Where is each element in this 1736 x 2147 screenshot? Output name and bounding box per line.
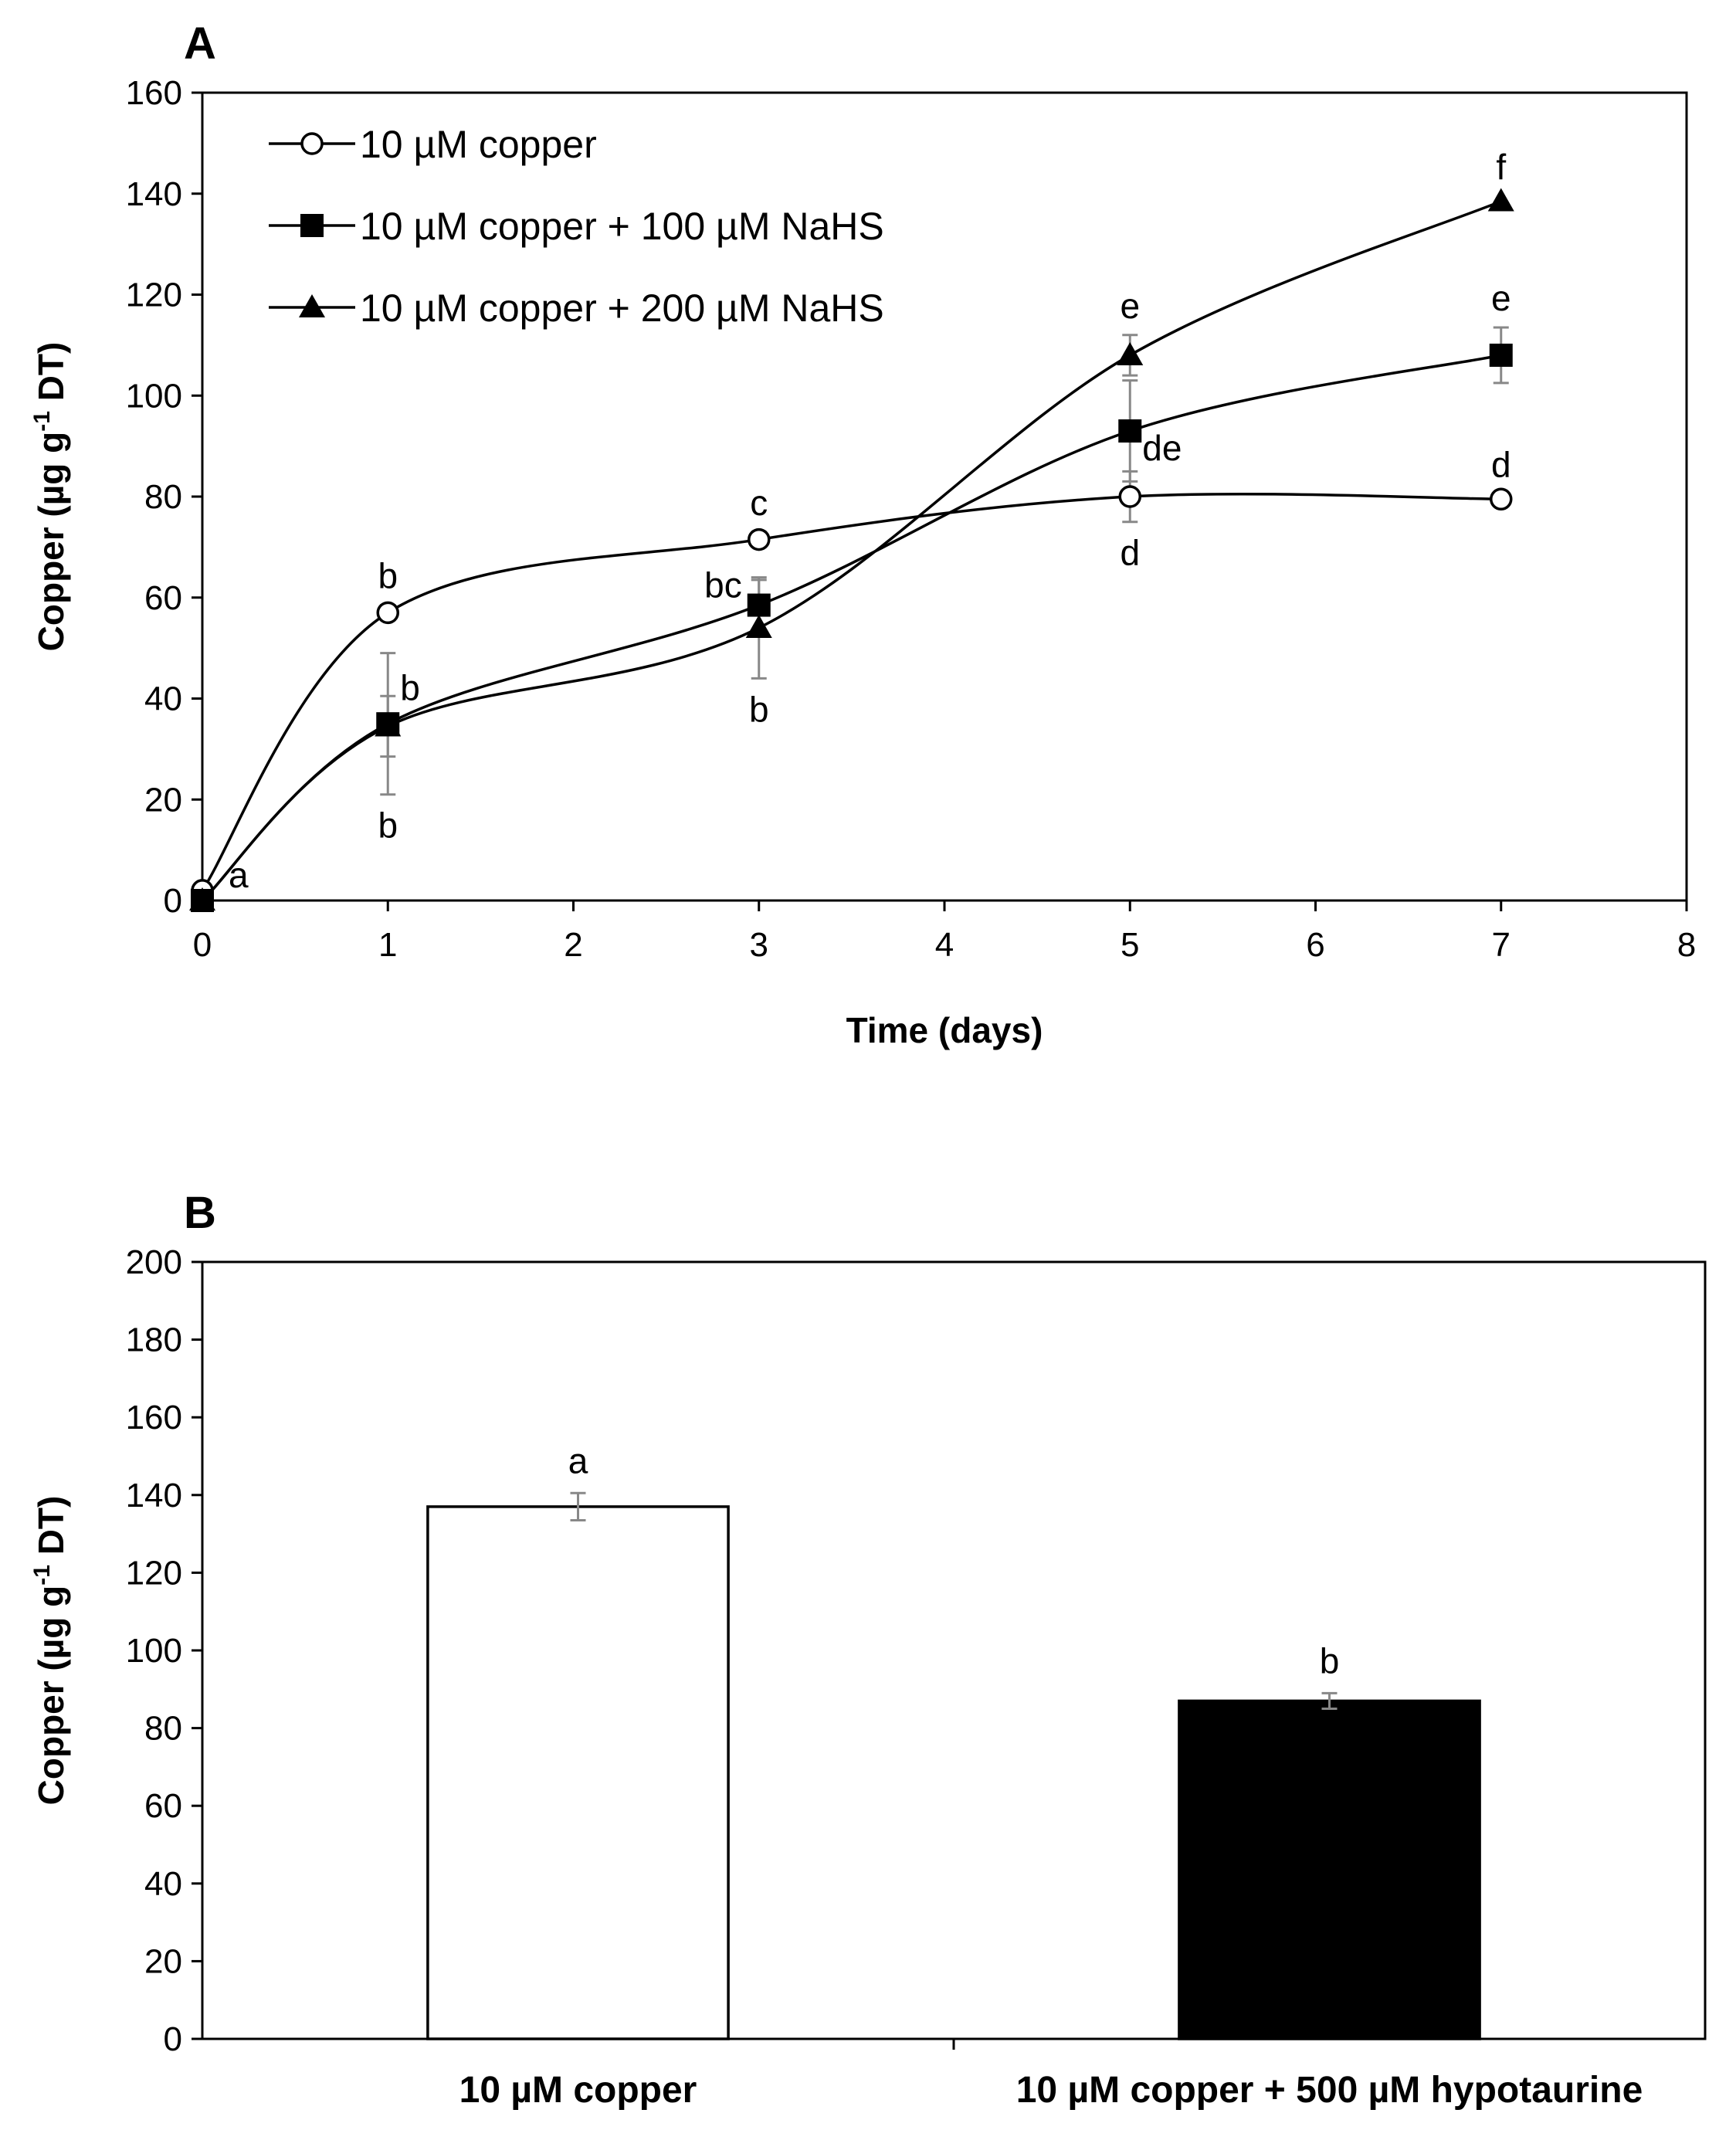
bars-group-b: a 10 µM copper b 10 µM copper + 500 µM hypo… [426, 1440, 1643, 2111]
panel-label-a: A [184, 19, 216, 69]
data-point-2 [1118, 419, 1142, 443]
y-axis-title-b: Copper (µg g-1 DT) [29, 1496, 71, 1806]
significance-letter-1: c [750, 483, 768, 523]
y-tick-label-a: 60 [144, 579, 182, 617]
y-tick-label-b: 0 [164, 2020, 182, 2058]
significance-letter-1: d [1120, 533, 1140, 573]
y-axis-title-a: Copper (µg g-1 DT) [29, 342, 71, 652]
data-point-1 [748, 527, 771, 551]
significance-letter-3: b [749, 689, 769, 729]
significance-letter-1: a [229, 855, 249, 895]
x-axis-title-a: Time (days) [846, 1010, 1043, 1050]
x-tick-label-a: 5 [1121, 926, 1139, 964]
significance-letter-3: b [400, 667, 420, 707]
significance-letter-2: e [1491, 278, 1511, 318]
data-point-3 [375, 713, 402, 737]
y-tick-label-a: 80 [144, 478, 182, 516]
y-tick-label-b: 200 [126, 1243, 182, 1281]
x-tick-label-a: 7 [1492, 926, 1511, 964]
axis-ticks-a: 0 20 40 60 80 100 120 140 160 0 1 2 3 4 5 6 7 8 [126, 74, 1697, 964]
x-tick-label-a: 4 [935, 926, 954, 964]
panel-b-bar-chart: B 0 20 40 60 80 100 120 140 160 180 200 a 10 µM cop… [29, 1188, 1707, 2111]
data-point-2 [1489, 343, 1513, 367]
significance-letter-3: e [1120, 286, 1140, 326]
data-point-1 [1118, 485, 1141, 508]
y-tick-label-b: 20 [144, 1942, 182, 1980]
data-point-3 [189, 887, 215, 911]
y-tick-label-b: 60 [144, 1787, 182, 1825]
markers-a [189, 188, 1514, 912]
x-tick-label-a: 8 [1677, 926, 1696, 964]
panel-label-b: B [184, 1188, 216, 1238]
x-tick-label-a: 0 [193, 926, 212, 964]
bar-1 [426, 1505, 730, 2040]
y-tick-label-a: 140 [126, 175, 182, 213]
y-tick-label-a: 20 [144, 781, 182, 819]
x-tick-label-a: 3 [750, 926, 768, 964]
y-tick-label-b: 40 [144, 1865, 182, 1903]
legend-marker-1 [300, 132, 324, 155]
y-tick-label-b: 120 [126, 1554, 182, 1592]
y-tick-label-a: 120 [126, 276, 182, 314]
significance-letter-2: bc [704, 565, 742, 605]
error-bars-a [380, 326, 1509, 796]
y-tick-label-a: 100 [126, 377, 182, 415]
category-label-2: 10 µM copper + 500 µM hypotaurine [1016, 2070, 1643, 2111]
significance-letter-b: a [568, 1440, 588, 1481]
y-tick-label-b: 140 [126, 1477, 182, 1514]
legend-marker-2 [300, 214, 324, 237]
series-line-3 [201, 199, 1502, 902]
y-tick-label-a: 0 [164, 882, 182, 920]
y-tick-label-b: 160 [126, 1399, 182, 1436]
y-tick-label-b: 80 [144, 1710, 182, 1748]
category-label-1: 10 µM copper [459, 2070, 697, 2111]
x-tick-label-a: 6 [1306, 926, 1324, 964]
data-point-3 [745, 614, 772, 638]
legend-marker-3 [299, 294, 325, 317]
significance-letter-3: f [1496, 147, 1506, 187]
data-point-2 [747, 593, 771, 617]
y-tick-label-a: 40 [144, 680, 182, 718]
legend-label-3: 10 µM copper + 200 µM NaHS [360, 287, 884, 330]
y-axis-superscript-a: -1 [29, 411, 55, 432]
data-point-3 [1487, 188, 1514, 212]
legend-a: 10 µM copper 10 µM copper + 100 µM NaHS 10… [269, 123, 884, 330]
data-point-1 [376, 601, 399, 625]
significance-letter-2: b [378, 806, 398, 846]
data-point-3 [1117, 341, 1144, 365]
y-tick-label-a: 160 [126, 74, 182, 112]
y-tick-label-b: 100 [126, 1632, 182, 1670]
significance-letter-1: d [1491, 445, 1511, 485]
legend-label-1: 10 µM copper [360, 123, 597, 166]
bar-2 [1178, 1699, 1481, 2040]
y-tick-label-b: 180 [126, 1321, 182, 1359]
data-point-1 [1490, 487, 1513, 511]
y-axis-superscript-b: -1 [29, 1565, 55, 1586]
significance-letter-1: b [378, 556, 398, 596]
x-tick-label-a: 1 [378, 926, 397, 964]
legend-label-2: 10 µM copper + 100 µM NaHS [360, 205, 884, 248]
axis-ticks-b: 0 20 40 60 80 100 120 140 160 180 200 [126, 1243, 955, 2058]
significance-letter-2: de [1142, 428, 1182, 468]
significance-letter-b: b [1320, 1640, 1340, 1681]
x-tick-label-a: 2 [564, 926, 582, 964]
